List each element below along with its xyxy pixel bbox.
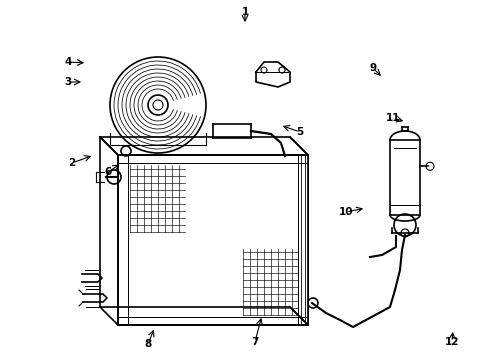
Text: 12: 12 — [445, 337, 459, 347]
Circle shape — [148, 95, 168, 115]
Text: 7: 7 — [251, 337, 259, 347]
Text: 9: 9 — [369, 63, 376, 73]
Text: 1: 1 — [242, 7, 248, 17]
Text: 2: 2 — [69, 158, 75, 168]
Text: 4: 4 — [64, 57, 72, 67]
Text: 3: 3 — [64, 77, 72, 87]
Text: 8: 8 — [145, 339, 151, 349]
Text: 11: 11 — [386, 113, 400, 123]
Text: 6: 6 — [104, 167, 112, 177]
Text: 5: 5 — [296, 127, 304, 137]
Bar — [390, 140, 420, 215]
Text: 10: 10 — [339, 207, 353, 217]
